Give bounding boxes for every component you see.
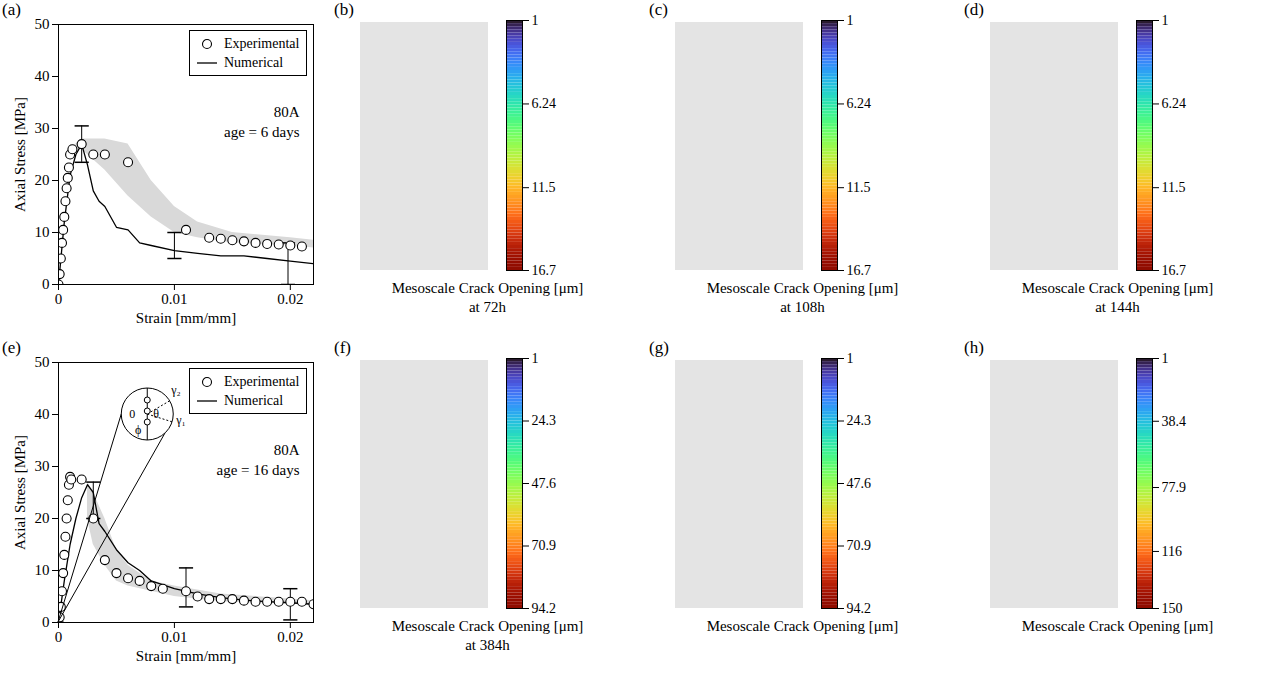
svg-text:16.7: 16.7 xyxy=(532,263,557,278)
html-text:at 384h: at 384h xyxy=(465,637,510,653)
svg-text:11.5: 11.5 xyxy=(1162,180,1186,195)
svg-text:0: 0 xyxy=(129,407,135,421)
html-text:Numerical: Numerical xyxy=(224,54,284,70)
svg-text:47.6: 47.6 xyxy=(847,476,872,491)
html-text:(c): (c) xyxy=(649,0,668,19)
svg-text:40: 40 xyxy=(35,68,50,84)
html-text:(g): (g) xyxy=(649,338,669,357)
svg-text:30: 30 xyxy=(35,120,50,136)
svg-text:24.3: 24.3 xyxy=(847,413,872,428)
html-text:at 72h: at 72h xyxy=(469,299,506,315)
svg-text:80A: 80A xyxy=(274,442,300,458)
html-text:(e): (e) xyxy=(2,338,21,357)
svg-text:1: 1 xyxy=(1162,351,1169,366)
svg-text:38.4: 38.4 xyxy=(1162,414,1187,429)
svg-text:1: 1 xyxy=(532,351,539,366)
svg-text:16.7: 16.7 xyxy=(1162,263,1187,278)
svg-text:6.24: 6.24 xyxy=(847,96,872,111)
svg-text:0: 0 xyxy=(55,291,63,307)
svg-text:1: 1 xyxy=(847,351,854,366)
html-text:Mesoscale Crack Opening [μm]: Mesoscale Crack Opening [μm] xyxy=(1021,618,1214,634)
html-text:(f): (f) xyxy=(334,338,351,357)
html-text:at 144h: at 144h xyxy=(1095,299,1140,315)
svg-text:20: 20 xyxy=(35,510,50,526)
svg-text:γ₂: γ₂ xyxy=(170,383,181,397)
svg-text:116: 116 xyxy=(1162,544,1182,559)
svg-text:24.3: 24.3 xyxy=(532,413,557,428)
svg-text:1: 1 xyxy=(1162,13,1169,28)
svg-text:10: 10 xyxy=(35,224,50,240)
svg-text:age = 16 days: age = 16 days xyxy=(216,462,299,478)
svg-text:Strain [mm/mm]: Strain [mm/mm] xyxy=(136,310,236,326)
html-text:Experimental: Experimental xyxy=(224,373,300,389)
svg-text:77.9: 77.9 xyxy=(1162,480,1187,495)
svg-text:16.7: 16.7 xyxy=(847,263,872,278)
svg-text:94.2: 94.2 xyxy=(532,601,557,616)
html-text:Mesoscale Crack Opening [μm]: Mesoscale Crack Opening [μm] xyxy=(391,618,584,634)
svg-text:0: 0 xyxy=(42,276,50,292)
svg-text:γ₁: γ₁ xyxy=(175,413,186,427)
svg-text:θ: θ xyxy=(153,407,159,421)
html-text:at 108h: at 108h xyxy=(780,299,825,315)
svg-text:1: 1 xyxy=(532,13,539,28)
html-text:Mesoscale Crack Opening [μm]: Mesoscale Crack Opening [μm] xyxy=(706,618,899,634)
svg-text:1: 1 xyxy=(847,13,854,28)
svg-text:30: 30 xyxy=(35,458,50,474)
html-text:Mesoscale Crack Opening [μm]: Mesoscale Crack Opening [μm] xyxy=(1021,280,1214,296)
svg-text:94.2: 94.2 xyxy=(847,601,872,616)
svg-text:0: 0 xyxy=(42,614,50,630)
html-text:(a): (a) xyxy=(2,0,21,19)
svg-text:Axial Stress [MPa]: Axial Stress [MPa] xyxy=(12,435,28,550)
svg-text:20: 20 xyxy=(35,172,50,188)
html-text:(h): (h) xyxy=(964,338,984,357)
html-text:(b): (b) xyxy=(334,0,354,19)
svg-text:0.01: 0.01 xyxy=(161,291,187,307)
svg-text:40: 40 xyxy=(35,406,50,422)
svg-text:70.9: 70.9 xyxy=(532,538,557,553)
html-text:Mesoscale Crack Opening [μm]: Mesoscale Crack Opening [μm] xyxy=(706,280,899,296)
svg-text:age = 6 days: age = 6 days xyxy=(224,124,300,140)
svg-text:80A: 80A xyxy=(274,104,300,120)
html-text:(d): (d) xyxy=(964,0,984,19)
svg-text:50: 50 xyxy=(35,354,50,370)
svg-text:0.02: 0.02 xyxy=(277,291,303,307)
svg-text:11.5: 11.5 xyxy=(847,180,871,195)
svg-text:6.24: 6.24 xyxy=(1162,96,1187,111)
svg-text:11.5: 11.5 xyxy=(532,180,556,195)
html-text:Experimental: Experimental xyxy=(224,35,300,51)
svg-text:0.02: 0.02 xyxy=(277,629,303,645)
svg-text:70.9: 70.9 xyxy=(847,538,872,553)
svg-text:50: 50 xyxy=(35,16,50,32)
svg-text:0: 0 xyxy=(55,629,63,645)
svg-text:Strain [mm/mm]: Strain [mm/mm] xyxy=(136,648,236,664)
svg-text:ϕ: ϕ xyxy=(135,423,141,437)
svg-text:Axial Stress [MPa]: Axial Stress [MPa] xyxy=(12,97,28,212)
svg-text:6.24: 6.24 xyxy=(532,96,557,111)
svg-text:0.01: 0.01 xyxy=(161,629,187,645)
svg-text:47.6: 47.6 xyxy=(532,476,557,491)
html-text:Numerical: Numerical xyxy=(224,392,284,408)
svg-text:10: 10 xyxy=(35,562,50,578)
svg-text:150: 150 xyxy=(1162,601,1183,616)
html-text:Mesoscale Crack Opening [μm]: Mesoscale Crack Opening [μm] xyxy=(391,280,584,296)
